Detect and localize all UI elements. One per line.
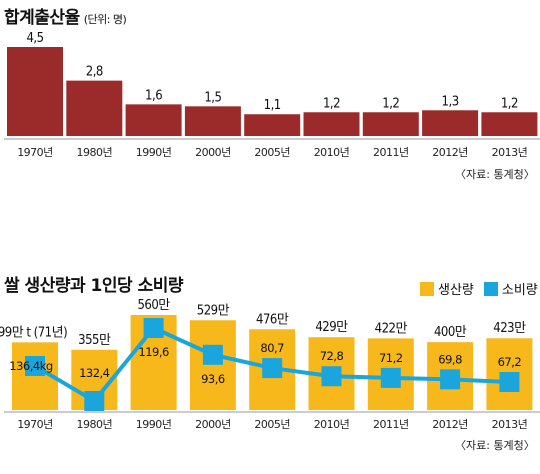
chart1-unit: (단위: 명) bbox=[83, 13, 127, 26]
production-value-label-1: 355만 bbox=[78, 333, 111, 348]
consumption-point-6 bbox=[380, 367, 401, 388]
fertility-value-label-7: 1,3 bbox=[442, 94, 459, 109]
fertility-bar-8 bbox=[481, 112, 538, 136]
fertility-value-label-0: 4,5 bbox=[26, 31, 43, 46]
consumption-value-label-4: 80,7 bbox=[260, 341, 284, 355]
production-tick-label-5: 2010년 bbox=[314, 418, 350, 431]
consumption-point-3 bbox=[202, 344, 223, 365]
consumption-point-7 bbox=[440, 369, 461, 390]
chart1-title-text: 합계출산율 bbox=[4, 8, 80, 28]
consumption-value-label-8: 67,2 bbox=[498, 355, 522, 369]
production-tick-label-7: 2012년 bbox=[432, 418, 468, 431]
production-value-label-8: 423만 bbox=[493, 321, 526, 336]
legend-label-consumption: 소비량 bbox=[501, 283, 538, 298]
production-tick-label-0: 1970년 bbox=[17, 418, 53, 431]
consumption-value-label-1: 132,4 bbox=[79, 366, 110, 380]
legend-swatch-consumption bbox=[483, 281, 498, 296]
consumption-point-2 bbox=[143, 318, 164, 338]
fertility-tick-label-2: 1990년 bbox=[136, 146, 172, 159]
production-value-label-5: 429만 bbox=[315, 320, 348, 335]
fertility-tick-label-5: 2010년 bbox=[314, 146, 350, 159]
production-tick-label-2: 1990년 bbox=[136, 418, 172, 431]
consumption-value-label-3: 93,6 bbox=[201, 372, 225, 386]
fertility-bar-7 bbox=[422, 110, 479, 136]
consumption-value-label-7: 69,8 bbox=[438, 352, 462, 366]
fertility-value-label-1: 2,8 bbox=[86, 65, 103, 80]
consumption-point-1 bbox=[84, 391, 105, 411]
production-tick-label-4: 2005년 bbox=[254, 418, 290, 431]
fertility-tick-label-6: 2011년 bbox=[373, 146, 409, 159]
fertility-value-label-4: 1,1 bbox=[264, 98, 281, 113]
legend-label-production: 생산량 bbox=[438, 283, 474, 298]
production-value-label-7: 400만 bbox=[434, 325, 467, 340]
fertility-bar-0 bbox=[7, 47, 63, 136]
production-tick-label-3: 2000년 bbox=[195, 418, 231, 431]
fertility-tick-label-0: 1970년 bbox=[17, 146, 53, 159]
production-value-label-3: 529만 bbox=[197, 303, 230, 318]
consumption-point-4 bbox=[262, 358, 283, 379]
fertility-value-label-6: 1,2 bbox=[382, 96, 399, 111]
production-value-label-4: 476만 bbox=[256, 312, 289, 327]
fertility-bar-5 bbox=[303, 112, 360, 136]
fertility-bar-3 bbox=[184, 106, 241, 136]
consumption-point-8 bbox=[499, 372, 520, 392]
chart2-source: 〈자료: 통계청〉 bbox=[455, 439, 535, 452]
chart2-title: 쌀 생산량과 1인당 소비량 bbox=[4, 276, 183, 296]
consumption-value-label-0: 136,4kg bbox=[9, 359, 53, 373]
production-tick-label-8: 2013년 bbox=[492, 418, 528, 431]
fertility-tick-label-1: 1980년 bbox=[76, 146, 112, 159]
fertility-value-label-3: 1,5 bbox=[204, 90, 221, 105]
chart1-title: 합계출산율 (단위: 명) bbox=[4, 3, 127, 28]
fertility-bar-4 bbox=[244, 114, 301, 136]
fertility-tick-label-4: 2005년 bbox=[254, 146, 290, 159]
fertility-bar-1 bbox=[66, 80, 123, 136]
fertility-value-label-2: 1,6 bbox=[145, 88, 162, 103]
fertility-tick-label-3: 2000년 bbox=[195, 146, 231, 159]
production-tick-label-1: 1980년 bbox=[76, 418, 112, 431]
chart1-source: 〈자료: 통계청〉 bbox=[455, 168, 535, 181]
consumption-value-label-2: 119,6 bbox=[138, 345, 169, 359]
fertility-bar-2 bbox=[125, 104, 182, 136]
fertility-tick-label-8: 2013년 bbox=[492, 146, 528, 159]
production-value-label-6: 422만 bbox=[375, 321, 408, 336]
consumption-value-label-6: 71,2 bbox=[379, 351, 403, 365]
production-bar-3 bbox=[189, 320, 236, 410]
consumption-value-label-5: 72,8 bbox=[320, 349, 344, 363]
fertility-bar-6 bbox=[362, 112, 419, 136]
fertility-tick-label-7: 2012년 bbox=[432, 146, 468, 159]
consumption-point-5 bbox=[321, 366, 342, 387]
production-value-label-2: 560만 bbox=[137, 298, 170, 313]
fertility-value-label-8: 1,2 bbox=[501, 96, 518, 111]
chart2-legend: 생산량 소비량 bbox=[420, 279, 538, 298]
fertility-value-label-5: 1,2 bbox=[323, 96, 340, 111]
consumption-point-0 bbox=[25, 356, 45, 376]
production-value-label-0: 399만 t (71년) bbox=[0, 325, 67, 340]
legend-swatch-production bbox=[420, 281, 434, 296]
production-tick-label-6: 2011년 bbox=[373, 418, 409, 431]
